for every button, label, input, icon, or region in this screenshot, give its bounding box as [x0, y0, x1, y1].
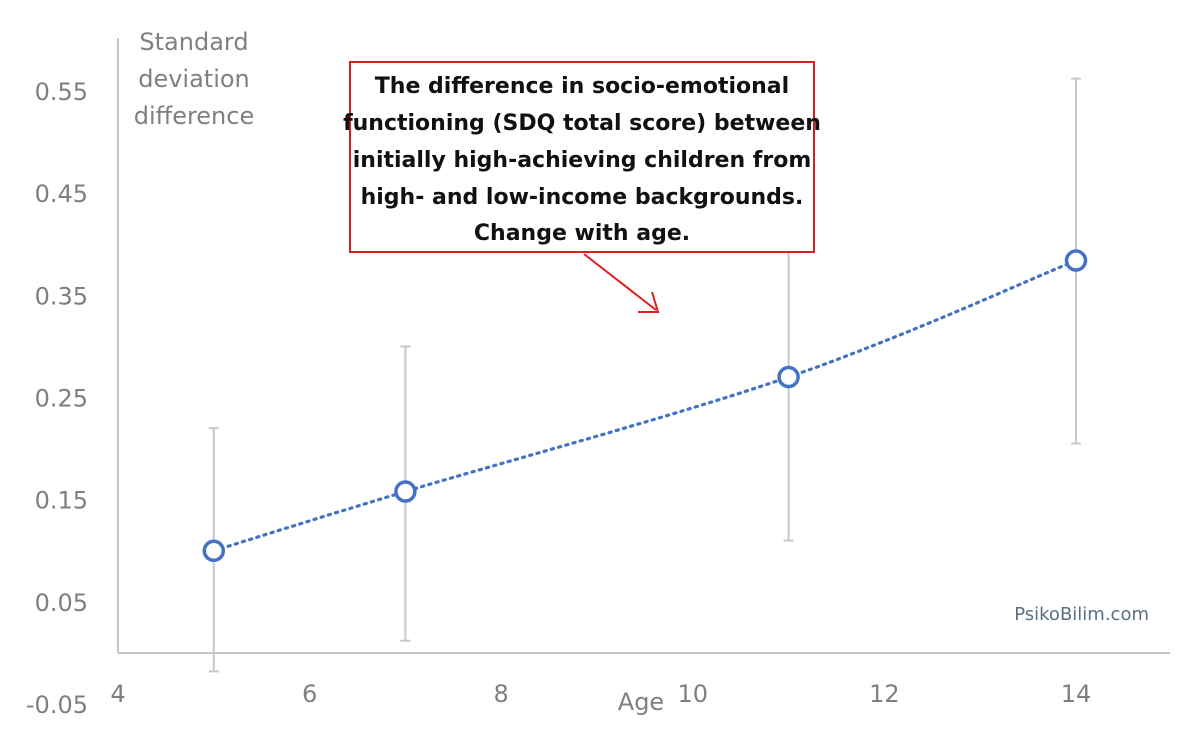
data-point — [777, 365, 800, 389]
y-tick-label: 0.05 — [35, 589, 88, 617]
annotation-arrowhead — [638, 291, 660, 313]
data-point — [394, 480, 417, 503]
x-tick-labels: 4 6 8 10 12 14 — [110, 680, 1091, 708]
y-tick-label: 0.35 — [35, 282, 88, 310]
y-axis-title-line: Standard — [139, 28, 248, 56]
annotation-box — [349, 61, 815, 253]
data-points — [202, 249, 1088, 563]
y-tick-labels: -0.05 0.05 0.15 0.25 0.35 0.45 0.55 — [26, 78, 88, 719]
error-bar — [783, 243, 794, 542]
annotation-line: Change with age. — [474, 221, 690, 246]
y-tick-label: 0.15 — [35, 487, 88, 515]
annotation-line: high- and low-income backgrounds. — [361, 185, 804, 210]
y-axis-title: Standard deviation difference — [134, 28, 254, 130]
x-tick-label: 10 — [678, 680, 709, 708]
y-tick-label: -0.05 — [26, 691, 88, 719]
y-tick-label: 0.55 — [35, 78, 88, 106]
x-axis-title: Age — [618, 688, 664, 716]
x-tick-label: 6 — [302, 680, 317, 708]
x-tick-label: 12 — [869, 680, 900, 708]
y-axis-title-line: deviation — [138, 65, 250, 93]
x-tick-label: 8 — [494, 680, 509, 708]
data-point — [202, 539, 226, 563]
annotation-line: The difference in socio-emotional — [375, 74, 789, 99]
annotation-arrow — [583, 253, 657, 311]
y-tick-label: 0.45 — [35, 180, 88, 208]
annotation-line: functioning (SDQ total score) between — [343, 111, 821, 136]
x-tick-label: 14 — [1061, 680, 1092, 708]
annotation-line: initially high-achieving children from — [353, 148, 812, 173]
watermark-text: PsikoBilim.com — [1014, 604, 1149, 625]
data-point — [1064, 249, 1088, 272]
y-tick-label: 0.25 — [35, 385, 88, 413]
y-axis-title-line: difference — [134, 102, 254, 130]
x-tick-label: 4 — [110, 680, 125, 708]
trendline — [212, 258, 1078, 553]
annotation-callout: The difference in socio-emotional functi… — [343, 61, 821, 313]
